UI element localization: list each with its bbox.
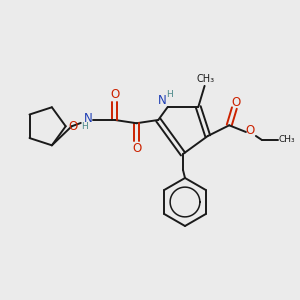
Text: O: O [232,96,241,109]
Text: O: O [68,120,77,133]
Text: O: O [245,124,254,137]
Text: O: O [132,142,141,155]
Text: CH₃: CH₃ [279,136,295,145]
Text: CH₃: CH₃ [196,74,215,84]
Text: O: O [110,88,119,101]
Text: N: N [83,112,92,125]
Text: H: H [166,91,173,100]
Text: H: H [81,122,88,131]
Text: N: N [158,94,167,107]
